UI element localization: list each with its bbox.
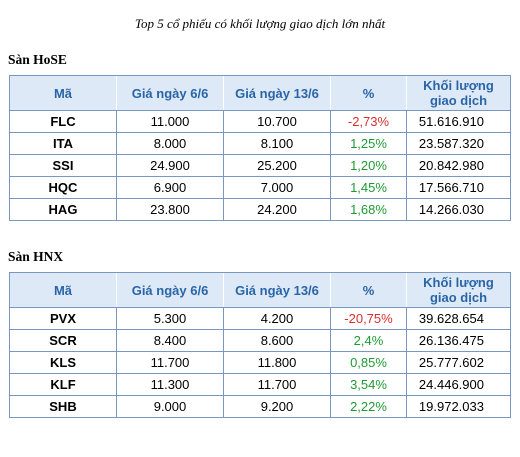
cell-percent: -20,75% — [330, 307, 407, 330]
cell-code: KLF — [9, 373, 117, 396]
cell-percent: 1,45% — [330, 176, 407, 199]
table-row: FLC 11.000 10.700 -2,73% 51.616.910 — [9, 110, 511, 133]
header-volume: Khối lượng giao dịch — [406, 272, 511, 308]
cell-percent: 0,85% — [330, 351, 407, 374]
cell-price-13-6: 8.100 — [223, 132, 331, 155]
cell-volume: 25.777.602 — [406, 351, 511, 374]
cell-price-13-6: 25.200 — [223, 154, 331, 177]
cell-percent: -2,73% — [330, 110, 407, 133]
cell-volume: 51.616.910 — [406, 110, 511, 133]
cell-volume: 20.842.980 — [406, 154, 511, 177]
cell-volume: 19.972.033 — [406, 395, 511, 418]
cell-percent: 1,20% — [330, 154, 407, 177]
table-row: PVX 5.300 4.200 -20,75% 39.628.654 — [9, 307, 511, 330]
cell-volume: 24.446.900 — [406, 373, 511, 396]
header-price-6-6: Giá ngày 6/6 — [116, 75, 224, 111]
cell-price-6-6: 9.000 — [116, 395, 224, 418]
header-code: Mã — [9, 272, 117, 308]
cell-code: FLC — [9, 110, 117, 133]
table-row: HAG 23.800 24.200 1,68% 14.266.030 — [9, 198, 511, 221]
cell-price-6-6: 11.300 — [116, 373, 224, 396]
cell-code: HAG — [9, 198, 117, 221]
cell-volume: 17.566.710 — [406, 176, 511, 199]
cell-price-13-6: 7.000 — [223, 176, 331, 199]
section-label-hnx: Sàn HNX — [8, 249, 64, 264]
page-title: Top 5 cổ phiếu có khối lượng giao dịch l… — [134, 16, 386, 31]
cell-price-13-6: 11.700 — [223, 373, 331, 396]
hnx-table: Mã Giá ngày 6/6 Giá ngày 13/6 % Khối lượ… — [9, 272, 511, 418]
cell-code: ITA — [9, 132, 117, 155]
cell-price-6-6: 23.800 — [116, 198, 224, 221]
header-volume-line1: Khối lượng — [423, 275, 494, 290]
cell-price-6-6: 11.000 — [116, 110, 224, 133]
cell-price-6-6: 24.900 — [116, 154, 224, 177]
table-header-row: Mã Giá ngày 6/6 Giá ngày 13/6 % Khối lượ… — [9, 75, 511, 111]
header-volume-line1: Khối lượng — [423, 78, 494, 93]
cell-volume: 26.136.475 — [406, 329, 511, 352]
header-price-6-6: Giá ngày 6/6 — [116, 272, 224, 308]
header-percent: % — [330, 272, 407, 308]
cell-price-13-6: 4.200 — [223, 307, 331, 330]
header-code: Mã — [9, 75, 117, 111]
cell-price-6-6: 8.400 — [116, 329, 224, 352]
header-price-13-6: Giá ngày 13/6 — [223, 272, 331, 308]
cell-percent: 2,22% — [330, 395, 407, 418]
header-volume-line2: giao dịch — [429, 290, 488, 305]
section-label-hose: Sàn HoSE — [8, 52, 67, 67]
cell-price-6-6: 11.700 — [116, 351, 224, 374]
cell-percent: 3,54% — [330, 373, 407, 396]
cell-code: SCR — [9, 329, 117, 352]
header-volume-line2: giao dịch — [429, 93, 488, 108]
table-header-row: Mã Giá ngày 6/6 Giá ngày 13/6 % Khối lượ… — [9, 272, 511, 308]
cell-code: HQC — [9, 176, 117, 199]
hose-table: Mã Giá ngày 6/6 Giá ngày 13/6 % Khối lượ… — [9, 75, 511, 221]
cell-volume: 14.266.030 — [406, 198, 511, 221]
table-row: KLF 11.300 11.700 3,54% 24.446.900 — [9, 373, 511, 396]
cell-price-13-6: 24.200 — [223, 198, 331, 221]
table-row: SHB 9.000 9.200 2,22% 19.972.033 — [9, 395, 511, 418]
cell-price-6-6: 5.300 — [116, 307, 224, 330]
header-volume: Khối lượng giao dịch — [406, 75, 511, 111]
cell-code: SSI — [9, 154, 117, 177]
cell-volume: 39.628.654 — [406, 307, 511, 330]
cell-volume: 23.587.320 — [406, 132, 511, 155]
cell-code: KLS — [9, 351, 117, 374]
table-row: HQC 6.900 7.000 1,45% 17.566.710 — [9, 176, 511, 199]
cell-code: PVX — [9, 307, 117, 330]
cell-price-13-6: 11.800 — [223, 351, 331, 374]
cell-price-13-6: 9.200 — [223, 395, 331, 418]
cell-percent: 1,25% — [330, 132, 407, 155]
cell-price-13-6: 8.600 — [223, 329, 331, 352]
cell-percent: 2,4% — [330, 329, 407, 352]
table-row: ITA 8.000 8.100 1,25% 23.587.320 — [9, 132, 511, 155]
cell-percent: 1,68% — [330, 198, 407, 221]
table-row: SCR 8.400 8.600 2,4% 26.136.475 — [9, 329, 511, 352]
cell-price-13-6: 10.700 — [223, 110, 331, 133]
cell-price-6-6: 8.000 — [116, 132, 224, 155]
cell-code: SHB — [9, 395, 117, 418]
table-row: SSI 24.900 25.200 1,20% 20.842.980 — [9, 154, 511, 177]
header-percent: % — [330, 75, 407, 111]
table-row: KLS 11.700 11.800 0,85% 25.777.602 — [9, 351, 511, 374]
header-price-13-6: Giá ngày 13/6 — [223, 75, 331, 111]
cell-price-6-6: 6.900 — [116, 176, 224, 199]
